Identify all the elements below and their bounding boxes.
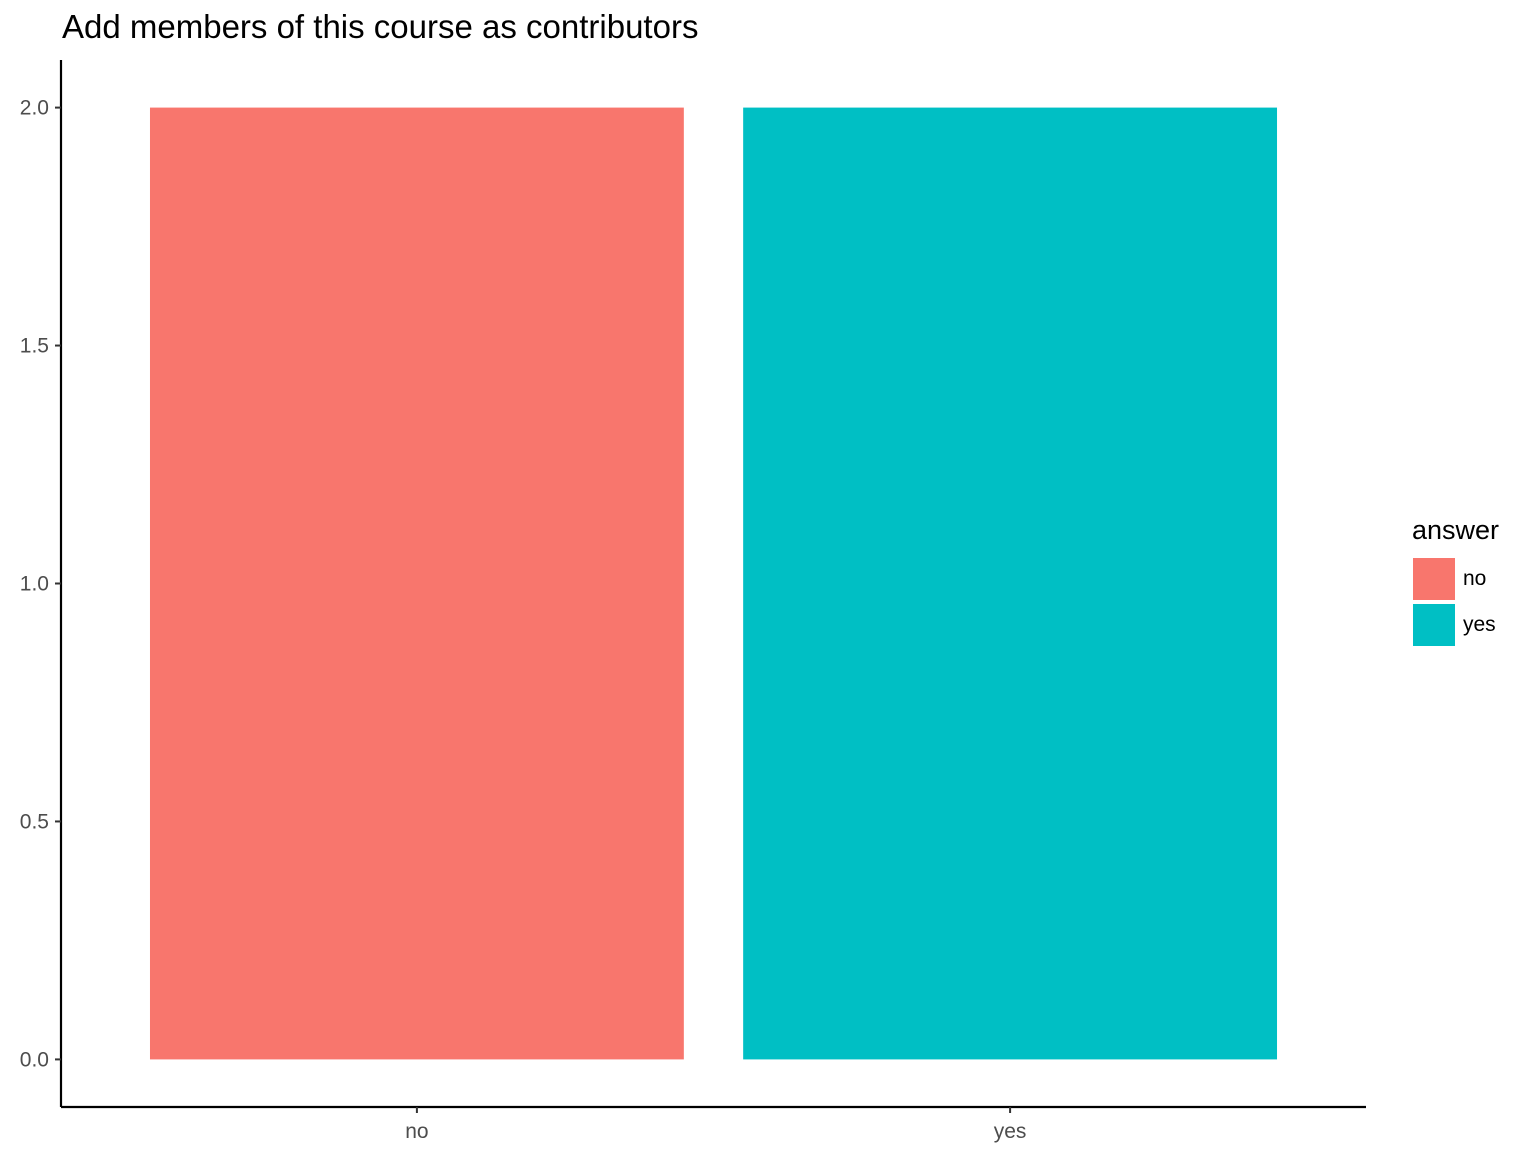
x-tick-label-no: no xyxy=(405,1120,428,1143)
y-axis: 0.0 0.5 1.0 1.5 2.0 xyxy=(20,60,63,1107)
y-tick-label: 1.5 xyxy=(20,335,49,358)
chart-title: Add members of this course as contributo… xyxy=(62,8,699,45)
y-tick-label: 2.0 xyxy=(20,97,49,120)
y-tick-label: 0.5 xyxy=(20,810,49,833)
x-tick-label-yes: yes xyxy=(994,1120,1027,1143)
bar-yes xyxy=(743,107,1278,1060)
legend-item-no: no xyxy=(1413,556,1499,602)
legend: answer no yes xyxy=(1412,515,1500,648)
legend-label-yes: yes xyxy=(1463,613,1496,636)
legend-key-no xyxy=(1413,558,1455,600)
legend-title: answer xyxy=(1412,515,1500,545)
y-tick-label: 0.0 xyxy=(20,1048,49,1071)
legend-key-yes xyxy=(1413,604,1455,646)
legend-item-yes: yes xyxy=(1413,602,1499,648)
bars-group xyxy=(149,107,1278,1060)
bar-no xyxy=(149,107,684,1060)
x-axis: no yes xyxy=(61,1105,1366,1143)
y-tick-label: 1.0 xyxy=(20,573,49,596)
legend-label-no: no xyxy=(1463,567,1487,590)
